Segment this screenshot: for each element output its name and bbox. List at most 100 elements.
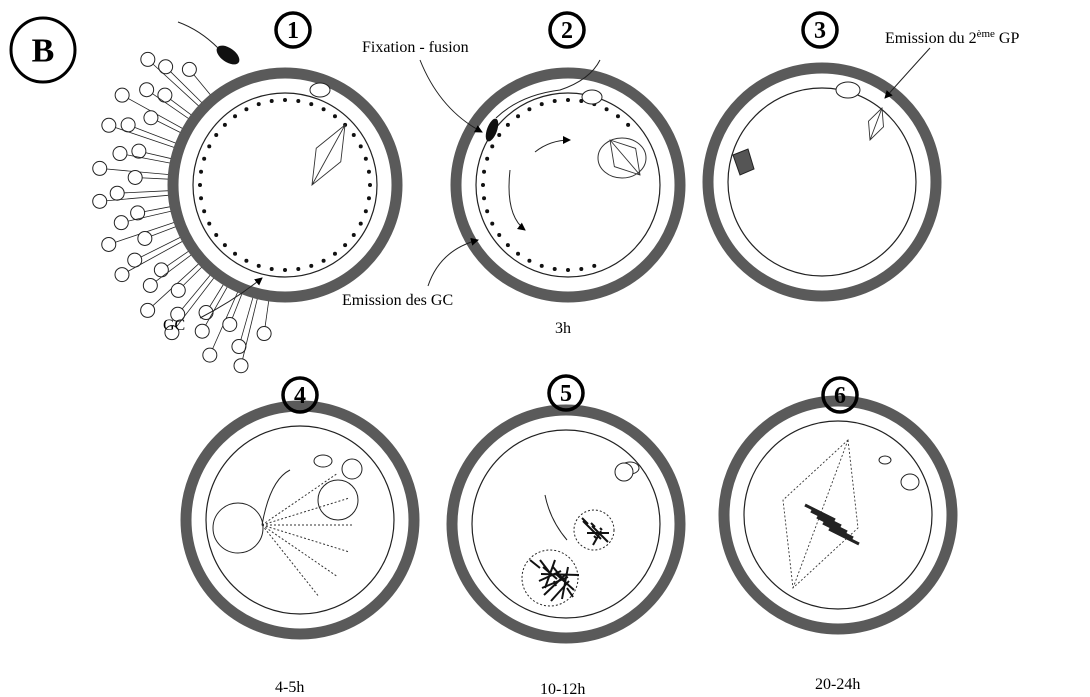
cortical-granule bbox=[552, 99, 557, 104]
cortical-granule bbox=[497, 232, 502, 237]
number-circle bbox=[281, 376, 319, 414]
cortical-granule bbox=[485, 209, 490, 214]
follicle-cell bbox=[101, 236, 117, 252]
polar-body bbox=[309, 82, 331, 98]
cortical-granule bbox=[592, 263, 597, 268]
polar-body bbox=[835, 81, 861, 99]
follicle-cell bbox=[140, 51, 156, 67]
cortical-granule bbox=[269, 99, 274, 104]
cortical-granule bbox=[198, 183, 202, 187]
chromatin bbox=[592, 530, 602, 546]
label-part: GP bbox=[995, 30, 1020, 47]
cortical-granule bbox=[351, 133, 356, 138]
number-circle bbox=[821, 376, 859, 414]
arrow bbox=[199, 277, 263, 319]
aster-ray bbox=[261, 497, 349, 526]
chromosome bbox=[810, 509, 842, 528]
follicle-stalk bbox=[108, 124, 176, 149]
membrane bbox=[727, 87, 917, 277]
follicle-stalk bbox=[146, 89, 190, 120]
follicle-cell bbox=[127, 252, 143, 268]
cortical-granule bbox=[497, 133, 502, 138]
arrow bbox=[427, 237, 479, 287]
cortical-granule bbox=[199, 169, 204, 174]
arrow bbox=[419, 59, 483, 133]
time-label: 20-24h bbox=[815, 676, 860, 693]
cortical-granule bbox=[244, 107, 249, 112]
cortical-granule bbox=[202, 209, 207, 214]
follicle-cell bbox=[231, 339, 247, 355]
cortical-granule bbox=[222, 243, 227, 248]
aster-ray bbox=[261, 524, 337, 577]
cortical-granule bbox=[207, 144, 212, 149]
spindle bbox=[868, 107, 884, 141]
follicle-stalk bbox=[171, 276, 215, 333]
zona bbox=[718, 395, 958, 635]
follicle-cell bbox=[139, 82, 155, 98]
follicle-stalk bbox=[165, 66, 203, 104]
cortical-granule bbox=[214, 232, 219, 237]
sperm-tail bbox=[495, 59, 601, 119]
cortical-granule bbox=[332, 251, 337, 256]
spindle-zone bbox=[597, 137, 647, 179]
follicle-cell bbox=[153, 262, 169, 278]
follicle-cell bbox=[222, 316, 238, 332]
pronucleus bbox=[317, 479, 359, 521]
cortical-granule bbox=[309, 102, 314, 107]
cortical-granule bbox=[202, 156, 207, 161]
cortical-granule bbox=[343, 243, 348, 248]
stage-numbers: 1 2 3 4 5 6 bbox=[274, 11, 859, 414]
cortical-granule bbox=[366, 196, 371, 201]
arrow bbox=[534, 136, 571, 153]
label-superscript: ème bbox=[977, 28, 995, 40]
cortical-granule bbox=[481, 183, 485, 187]
zona bbox=[702, 62, 942, 302]
label-part: Emission du 2 bbox=[885, 30, 977, 47]
polar-body bbox=[878, 455, 892, 465]
chromatin bbox=[552, 566, 568, 585]
chromatin bbox=[599, 527, 603, 531]
time-label: 4-5h bbox=[275, 679, 304, 696]
cortical-granule bbox=[505, 243, 510, 248]
follicle-cell bbox=[131, 143, 147, 159]
follicle-stalk bbox=[121, 240, 184, 275]
cortical-granule bbox=[527, 107, 532, 112]
time-label: 3h bbox=[555, 320, 571, 337]
follicle-stalk bbox=[238, 296, 254, 347]
follicle-cell bbox=[157, 87, 173, 103]
stage-number: 1 bbox=[287, 18, 299, 44]
pronucleus bbox=[212, 502, 264, 554]
polar-body bbox=[581, 89, 603, 105]
polar-body-label: Emission du 2ème GP bbox=[885, 28, 1019, 47]
chromatin bbox=[529, 559, 541, 569]
follicle-stalk bbox=[121, 210, 173, 224]
cortical-granule bbox=[199, 196, 204, 201]
membrane bbox=[471, 429, 661, 619]
spindle bbox=[311, 123, 346, 187]
number-circle bbox=[801, 11, 839, 49]
follicle-cell bbox=[202, 347, 218, 363]
cortical-granule bbox=[482, 196, 487, 201]
badge-circle bbox=[9, 16, 77, 84]
polar-body bbox=[313, 454, 333, 468]
cortical-granule bbox=[505, 122, 510, 127]
follicle-cell bbox=[92, 160, 108, 176]
spindle bbox=[782, 439, 859, 589]
chromosome bbox=[822, 521, 854, 540]
follicle-stalk bbox=[240, 297, 258, 366]
cortical-granule bbox=[579, 99, 584, 104]
chromatin bbox=[538, 570, 562, 582]
membrane bbox=[205, 425, 395, 615]
aster-ray bbox=[261, 524, 319, 596]
gc-emission-label: Emission des GC bbox=[342, 292, 453, 309]
cortical-granule bbox=[579, 266, 584, 271]
follicle-cell bbox=[256, 326, 272, 342]
cortical-granule bbox=[490, 221, 495, 226]
follicle-cell bbox=[181, 61, 197, 77]
follicle-cell bbox=[158, 59, 174, 75]
follicle-cell bbox=[137, 230, 153, 246]
chromosome bbox=[828, 527, 860, 546]
arrow bbox=[508, 169, 526, 231]
follicle-cell bbox=[143, 110, 159, 126]
membrane bbox=[192, 92, 378, 278]
